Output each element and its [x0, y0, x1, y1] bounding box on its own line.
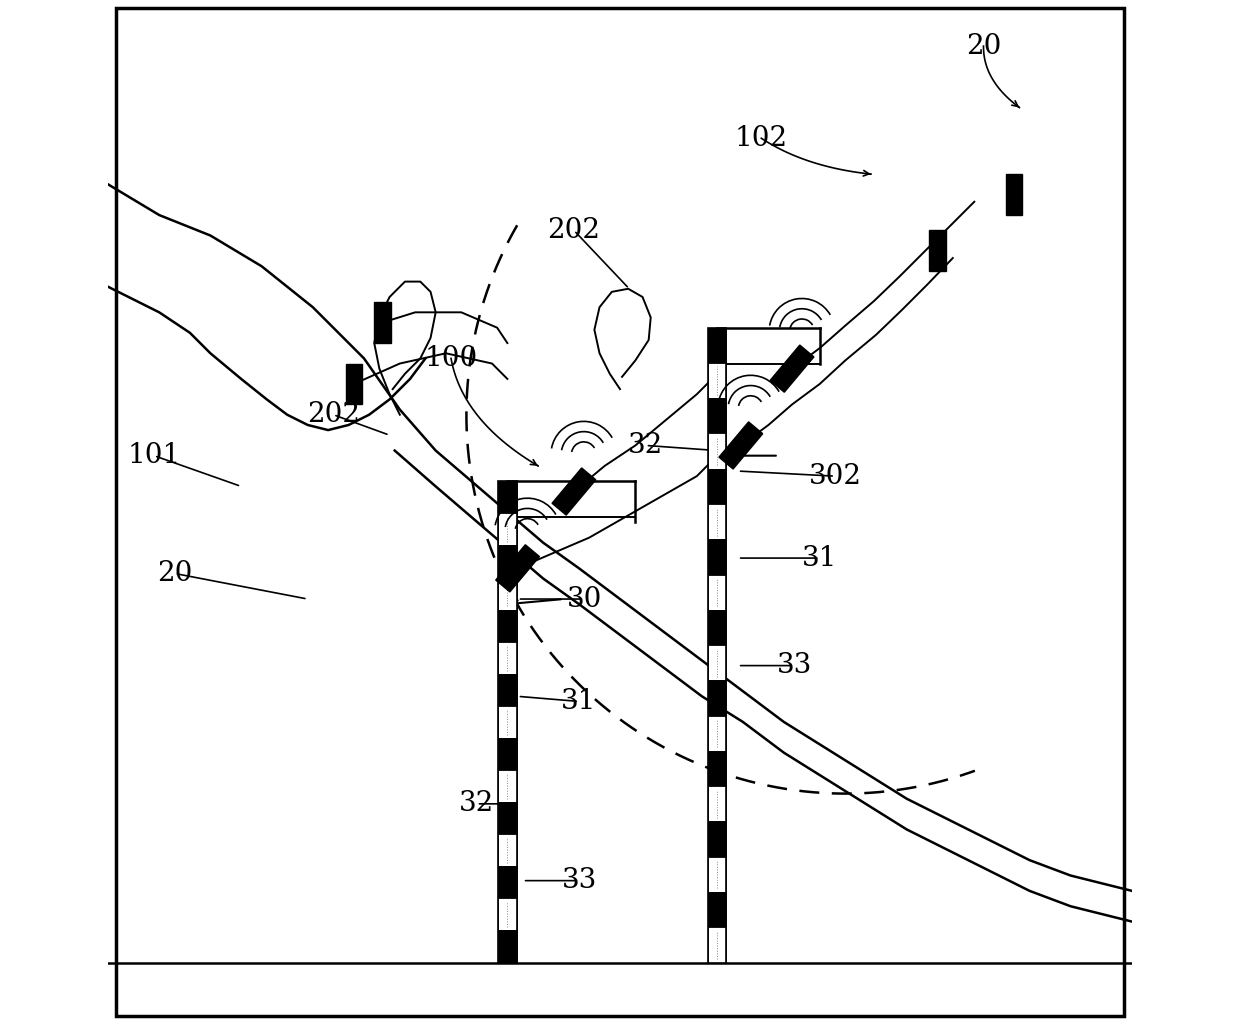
Bar — [708, 328, 727, 963]
Bar — [708, 928, 727, 963]
Text: 32: 32 — [627, 432, 663, 459]
Bar — [498, 674, 517, 706]
Bar — [708, 328, 727, 362]
Polygon shape — [496, 545, 539, 592]
Text: 31: 31 — [562, 688, 596, 715]
Bar — [708, 362, 727, 398]
Text: 102: 102 — [735, 125, 787, 152]
Text: 20: 20 — [966, 33, 1001, 59]
Bar — [498, 481, 517, 513]
Bar — [498, 513, 517, 546]
Text: 100: 100 — [424, 345, 477, 372]
Bar — [708, 610, 727, 645]
Polygon shape — [1006, 174, 1023, 215]
Bar — [708, 892, 727, 928]
Bar — [498, 931, 517, 963]
Text: 202: 202 — [547, 217, 600, 244]
Text: 20: 20 — [157, 560, 192, 587]
Text: 202: 202 — [306, 401, 360, 428]
Bar — [498, 706, 517, 738]
Bar — [708, 821, 727, 857]
Bar — [498, 481, 517, 963]
Polygon shape — [346, 364, 362, 404]
Bar — [708, 398, 727, 433]
Bar — [708, 680, 727, 716]
Text: 32: 32 — [459, 791, 495, 817]
Text: 31: 31 — [802, 545, 837, 571]
Text: 33: 33 — [562, 867, 596, 894]
Bar — [708, 857, 727, 892]
Bar — [708, 504, 727, 540]
Bar — [498, 578, 517, 609]
Text: 101: 101 — [128, 442, 181, 469]
Polygon shape — [374, 302, 391, 343]
Bar — [498, 898, 517, 931]
Bar — [708, 574, 727, 610]
Bar — [708, 469, 727, 504]
Text: 30: 30 — [567, 586, 601, 612]
Bar — [708, 716, 727, 751]
Bar — [708, 540, 727, 574]
Bar — [498, 770, 517, 802]
Bar — [498, 609, 517, 642]
Bar — [708, 433, 727, 469]
Bar — [498, 866, 517, 898]
Bar — [498, 738, 517, 770]
Text: 302: 302 — [808, 463, 862, 489]
Bar — [708, 751, 727, 786]
Bar — [498, 546, 517, 578]
Text: 33: 33 — [776, 652, 812, 679]
Polygon shape — [719, 422, 763, 469]
Polygon shape — [770, 345, 813, 392]
Bar — [708, 645, 727, 680]
Bar — [498, 802, 517, 835]
Bar — [498, 835, 517, 866]
Polygon shape — [552, 468, 595, 515]
Bar — [498, 642, 517, 674]
Bar — [708, 786, 727, 821]
Polygon shape — [929, 230, 946, 271]
